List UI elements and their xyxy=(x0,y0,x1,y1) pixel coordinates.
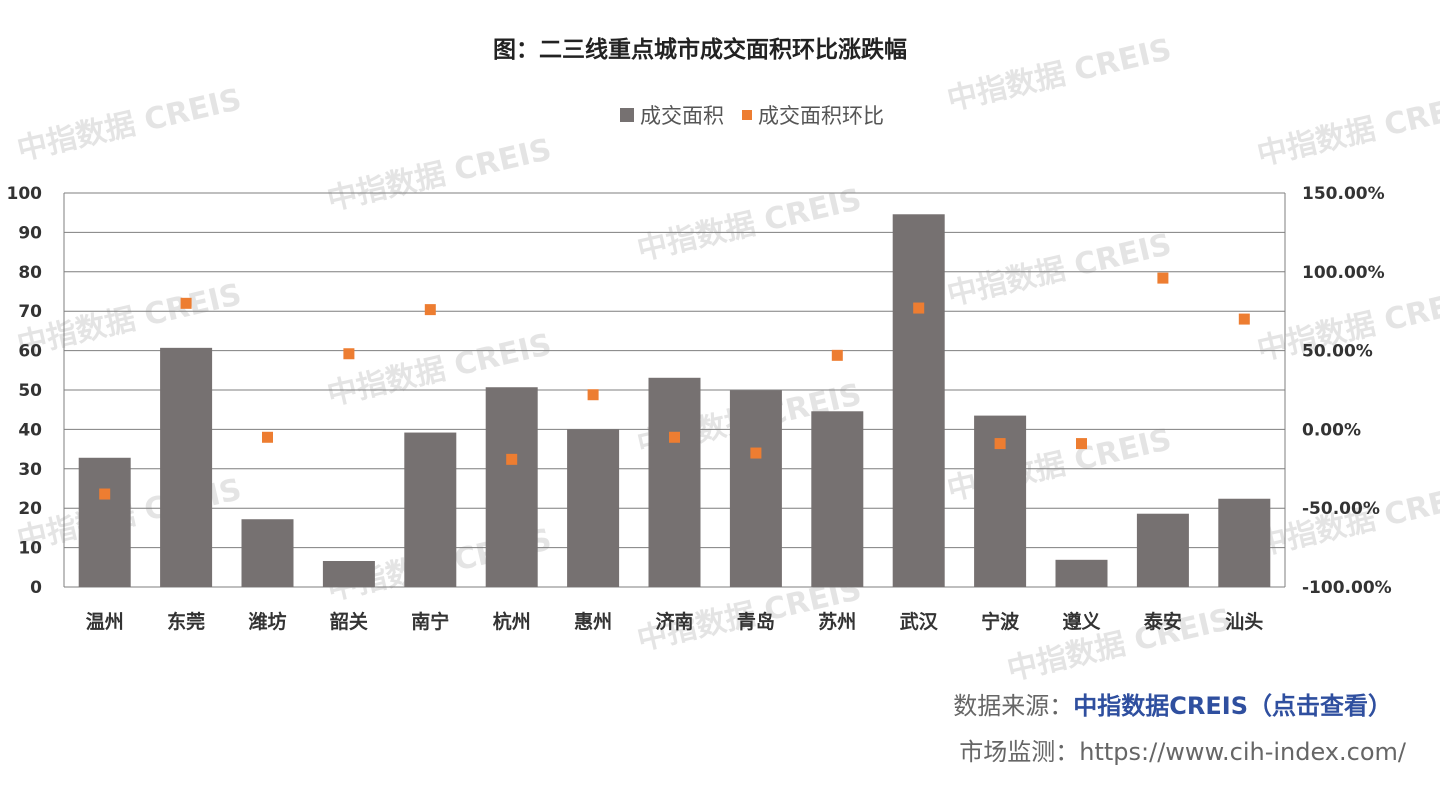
x-category-label: 青岛 xyxy=(737,610,775,633)
bar-layer xyxy=(78,214,1271,587)
monitor-line[interactable]: 市场监测：https://www.cih-index.com/ xyxy=(959,738,1406,766)
x-category-label: 武汉 xyxy=(900,611,939,633)
y-left-tick-label: 90 xyxy=(18,223,42,243)
y-left-tick-label: 100 xyxy=(7,184,43,204)
y-right-tick-label: 50.00% xyxy=(1302,342,1373,362)
x-category-label: 宁波 xyxy=(981,610,1020,633)
y-right-tick-label: 100.00% xyxy=(1302,263,1385,283)
bar xyxy=(1055,559,1108,587)
source-link[interactable]: 中指数据CREIS（点击查看） xyxy=(1073,692,1392,720)
y-right-tick-label: -50.00% xyxy=(1302,499,1380,519)
x-category-label: 温州 xyxy=(86,611,124,633)
y-left-tick-label: 80 xyxy=(18,263,42,283)
legend-bar-swatch xyxy=(620,108,634,122)
watermark-text: 中指数据 CREIS xyxy=(324,132,555,218)
bar xyxy=(811,411,864,587)
x-category-label: 泰安 xyxy=(1143,610,1182,633)
source-line: 数据来源：中指数据CREIS（点击查看） xyxy=(953,686,1392,721)
y-right-tick-label: 0.00% xyxy=(1302,420,1361,440)
scatter-point xyxy=(913,302,925,314)
axis-layer: 0 10 20 30 40 50 60 70 80 90 100 -100.00% -50.00% 0.0… xyxy=(7,184,1392,633)
y-left-tick-label: 0 xyxy=(30,578,42,598)
watermark-text: 中指数据 CREIS xyxy=(14,82,245,168)
scatter-point xyxy=(262,431,273,443)
x-category-label: 杭州 xyxy=(493,610,531,633)
x-category-label: 苏州 xyxy=(818,610,856,633)
bar xyxy=(160,347,213,587)
bar xyxy=(78,457,131,587)
x-category-label: 汕头 xyxy=(1225,611,1263,633)
scatter-point xyxy=(1076,438,1087,450)
legend-dot-swatch xyxy=(742,110,752,120)
scatter-point xyxy=(506,453,518,465)
scatter-point xyxy=(180,297,192,309)
y-left-tick-label: 10 xyxy=(18,539,42,559)
y-right-tick-label: 150.00% xyxy=(1302,184,1385,204)
x-category-label: 惠州 xyxy=(574,611,612,633)
chart-title: 图：二三线重点城市成交面积环比涨跌幅 xyxy=(493,37,907,63)
y-left-tick-label: 60 xyxy=(18,342,42,362)
bar xyxy=(648,377,701,587)
watermark-text: 中指数据 CREIS xyxy=(944,32,1175,118)
bar xyxy=(241,519,294,587)
bar xyxy=(1136,513,1189,587)
y-left-tick-label: 40 xyxy=(18,420,42,440)
bar xyxy=(892,214,945,587)
scatter-point xyxy=(1238,313,1250,325)
y-left-tick-label: 30 xyxy=(18,460,42,480)
scatter-point xyxy=(424,304,436,316)
y-left-tick-label: 20 xyxy=(18,499,42,519)
x-category-label: 东莞 xyxy=(167,610,205,633)
bar xyxy=(567,429,620,587)
watermark-text: 中指数据 CREIS xyxy=(1254,477,1440,563)
watermark-text: 中指数据 CREIS xyxy=(944,227,1175,313)
legend-item-bar: 成交面积 xyxy=(620,100,724,130)
x-category-label: 济南 xyxy=(655,610,693,633)
scatter-point xyxy=(994,438,1006,450)
scatter-point xyxy=(343,348,355,360)
scatter-point xyxy=(831,349,843,361)
watermark-text: 中指数据 CREIS xyxy=(634,182,865,268)
legend-dot-label: 成交面积环比 xyxy=(758,104,884,128)
bar xyxy=(322,560,375,587)
bar xyxy=(404,432,457,587)
legend-bar-label: 成交面积 xyxy=(640,104,724,128)
x-category-label: 韶关 xyxy=(330,610,368,633)
dot-layer xyxy=(99,272,1250,500)
legend-item-dot: 成交面积环比 xyxy=(742,100,884,130)
legend: 成交面积 成交面积环比 xyxy=(620,100,884,130)
scatter-point xyxy=(1157,272,1169,284)
bar xyxy=(729,390,782,587)
scatter-point xyxy=(99,488,111,500)
bar xyxy=(1218,498,1271,587)
y-right-tick-label: -100.00% xyxy=(1302,578,1392,598)
source-prefix: 数据来源： xyxy=(953,692,1074,720)
watermark-text: 中指数据 CREIS xyxy=(1004,602,1235,688)
y-left-tick-label: 50 xyxy=(18,381,42,401)
scatter-point xyxy=(587,389,599,401)
watermark-text: 中指数据 CREIS xyxy=(1254,87,1440,173)
x-category-label: 南宁 xyxy=(411,610,449,633)
y-left-tick-label: 70 xyxy=(18,302,42,322)
x-category-label: 遵义 xyxy=(1062,610,1100,633)
bar xyxy=(485,387,538,587)
scatter-point xyxy=(750,447,762,459)
scatter-point xyxy=(669,431,680,443)
x-category-label: 潍坊 xyxy=(247,610,286,633)
